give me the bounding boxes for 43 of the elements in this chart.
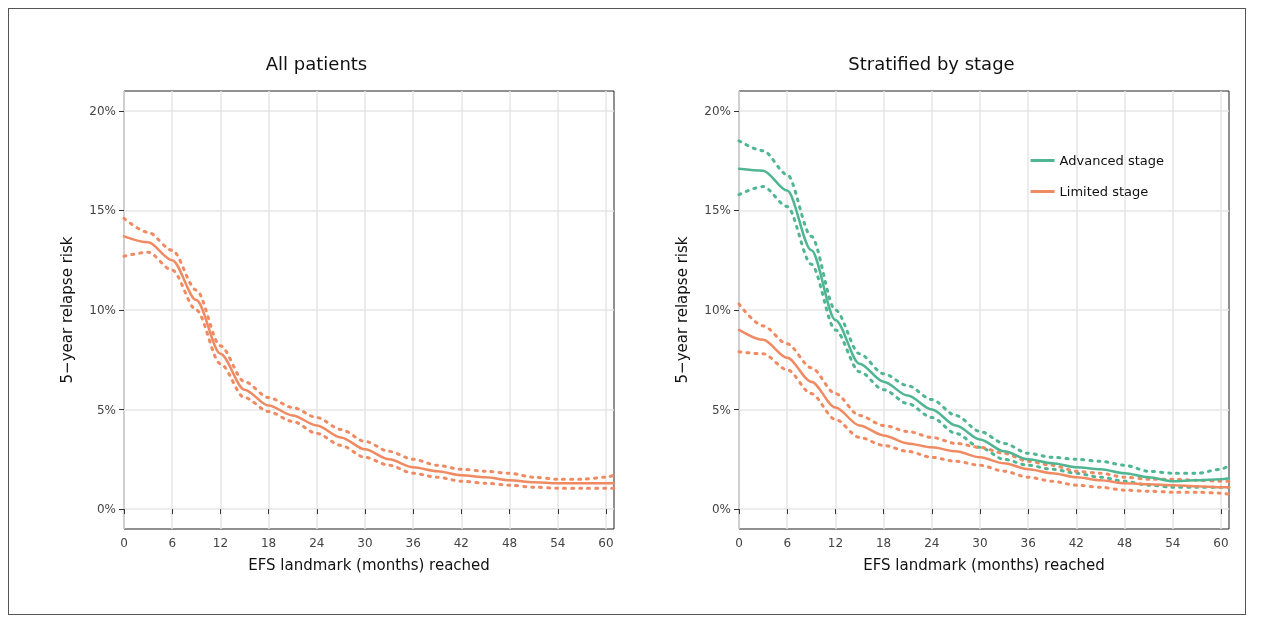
y-tick-label: 5%: [711, 402, 731, 417]
y-tick-label: 10%: [89, 303, 116, 317]
x-tick-label: 30: [357, 536, 373, 550]
y-tick-label: 20%: [89, 103, 116, 118]
y-tick-label: 15%: [89, 203, 116, 218]
line-series: [737, 350, 1231, 496]
x-tick-label: 6: [168, 536, 177, 550]
y-axis-title: 5−year relapse risk: [672, 236, 691, 384]
x-tick-label: 0: [735, 536, 743, 550]
x-tick-label: 36: [405, 536, 421, 550]
chart-title: Stratified by stage: [848, 52, 1015, 74]
line-series: [737, 302, 1231, 483]
x-tick-label: 60: [598, 536, 614, 550]
x-tick-label: 42: [453, 536, 470, 550]
x-tick-label: 54: [1165, 536, 1181, 550]
x-axis-title: EFS landmark (months) reached: [248, 555, 490, 574]
x-tick-label: 24: [309, 536, 325, 550]
y-tick-label: 10%: [704, 303, 731, 317]
x-tick-label: 30: [972, 536, 988, 550]
line-series: [737, 328, 1231, 489]
x-tick-label: 12: [827, 536, 844, 550]
x-tick-label: 6: [783, 536, 792, 550]
y-tick-label: 0%: [96, 502, 116, 517]
legend-label: Limited stage: [1059, 184, 1149, 199]
x-tick-label: 48: [1116, 536, 1133, 550]
x-tick-label: 60: [1213, 536, 1229, 550]
y-tick-label: 15%: [704, 203, 731, 218]
chart-title: All patients: [265, 52, 368, 74]
x-tick-label: 0: [120, 536, 128, 550]
y-tick-label: 5%: [96, 402, 116, 417]
x-tick-label: 54: [550, 536, 566, 550]
y-tick-label: 20%: [704, 103, 731, 118]
x-tick-label: 24: [924, 536, 940, 550]
x-tick-label: 36: [1020, 536, 1036, 550]
y-tick-label: 0%: [711, 502, 731, 517]
x-tick-label: 18: [875, 536, 892, 550]
x-tick-label: 12: [212, 536, 229, 550]
y-axis-title: 5−year relapse risk: [57, 236, 76, 384]
legend-label: Advanced stage: [1059, 153, 1165, 168]
x-tick-label: 18: [260, 536, 277, 550]
x-axis-title: EFS landmark (months) reached: [863, 555, 1105, 574]
x-tick-label: 48: [501, 536, 518, 550]
x-tick-label: 42: [1068, 536, 1085, 550]
